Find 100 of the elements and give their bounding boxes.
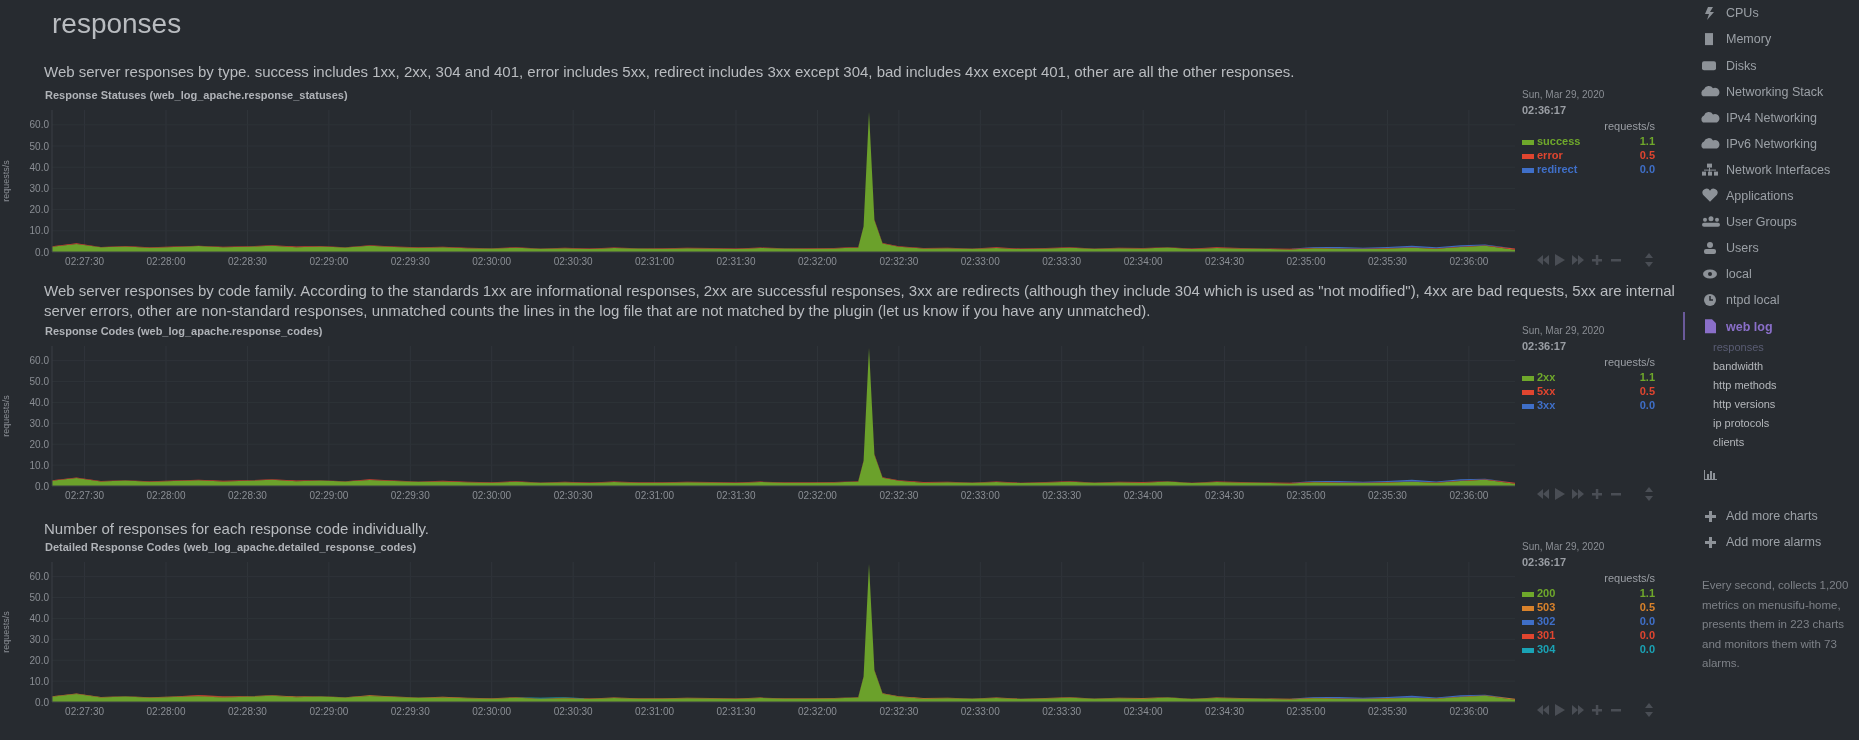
y-tick-label: 60.0 xyxy=(29,571,50,583)
text: IPv6 Networking xyxy=(1726,136,1818,151)
legend-label: 503 xyxy=(1537,601,1556,613)
text: Add more charts xyxy=(1726,509,1818,524)
x-tick-label: 02:35:00 xyxy=(1286,706,1326,717)
text: Users xyxy=(1726,241,1759,256)
x-tick-label: 02:28:00 xyxy=(146,490,186,501)
x-tick-label: 02:34:00 xyxy=(1123,256,1164,267)
text: 0.0 xyxy=(1639,643,1655,655)
chart-title: Detailed Response Codes (web_log_apache.detailed_response_codes) xyxy=(45,541,417,553)
legend-label: 301 xyxy=(1537,629,1556,641)
y-tick-label: 20.0 xyxy=(29,204,50,216)
text: web log xyxy=(1725,319,1773,334)
text: 02:36:17 xyxy=(1522,556,1567,568)
legend-title: requests/s xyxy=(1604,120,1656,132)
chart-subtitle: Web server responses by type. success includes 1xx, 2xx, 304 and 401, error includes 5xx, redirect includes 3xx except 304, bad includes 4xx except 401, other are all the other responses. xyxy=(44,62,1296,82)
legend-label: 302 xyxy=(1537,615,1556,627)
y-tick-label: 30.0 xyxy=(29,182,50,194)
text: responses xyxy=(1713,340,1765,353)
x-tick-label: 02:28:30 xyxy=(227,490,268,501)
x-tick-label: 02:32:00 xyxy=(797,706,838,717)
x-tick-label: 02:31:00 xyxy=(635,490,675,501)
x-tick-label: 02:31:00 xyxy=(635,706,675,717)
text: 02:36:17 xyxy=(1522,340,1567,352)
x-tick-label: 02:29:30 xyxy=(390,256,431,267)
x-tick-label: 02:29:00 xyxy=(309,490,349,501)
x-tick-label: 02:29:30 xyxy=(390,490,431,501)
y-tick-label: 50.0 xyxy=(29,592,50,604)
chart-subtitle: Web server responses by code family. According to the standards 1xx are informational responses, 2xx are successful responses, 3xx are redirects (although they include 304 which is used as "not modified"), 4xx are bad requests, 5xx are internal server errors, other are non-standard responses, unmatched counts the lines in the log file that are not matched by the plugin (let us know if you have any unmatched). xyxy=(44,281,1676,321)
x-tick-label: 02:33:00 xyxy=(960,706,1001,717)
x-tick-label: 02:35:30 xyxy=(1367,706,1408,717)
y-tick-label: 40.0 xyxy=(29,396,50,408)
legend-title: requests/s xyxy=(1604,572,1656,584)
chart-title: Response Codes (web_log_apache.response_codes) xyxy=(45,325,323,337)
text: IPv4 Networking xyxy=(1726,110,1818,125)
x-tick-label: 02:34:00 xyxy=(1123,706,1164,717)
text: 02:36:17 xyxy=(1522,104,1567,116)
text: CPUs xyxy=(1726,6,1759,21)
x-tick-label: 02:35:00 xyxy=(1286,256,1326,267)
text: User Groups xyxy=(1726,215,1797,230)
x-tick-label: 02:31:30 xyxy=(716,490,756,501)
x-tick-label: 02:28:00 xyxy=(146,706,186,717)
x-tick-label: 02:33:00 xyxy=(960,490,1001,501)
text: Add more alarms xyxy=(1726,535,1822,550)
x-tick-label: 02:28:30 xyxy=(227,706,268,717)
x-tick-label: 02:32:30 xyxy=(879,706,919,717)
x-tick-label: 02:31:00 xyxy=(635,256,675,267)
x-tick-label: 02:27:30 xyxy=(65,256,105,267)
text: 0.5 xyxy=(1639,601,1655,613)
x-tick-label: 02:29:00 xyxy=(309,706,349,717)
x-tick-label: 02:27:30 xyxy=(65,490,105,501)
y-axis-title: requests/s xyxy=(1,159,11,202)
y-tick-label: 10.0 xyxy=(29,459,50,471)
x-tick-label: 02:36:00 xyxy=(1449,490,1489,501)
x-tick-label: 02:27:30 xyxy=(65,706,105,717)
text: local xyxy=(1726,267,1752,282)
x-tick-label: 02:32:30 xyxy=(879,490,919,501)
text: ip protocols xyxy=(1713,416,1770,429)
x-tick-label: 02:33:00 xyxy=(960,256,1001,267)
text: responses xyxy=(52,8,182,39)
text: ntpd local xyxy=(1726,293,1780,308)
legend-label: success xyxy=(1537,135,1581,147)
x-tick-label: 02:29:30 xyxy=(390,706,431,717)
y-tick-label: 30.0 xyxy=(29,417,50,429)
y-tick-label: 60.0 xyxy=(29,119,50,131)
y-axis-title: requests/s xyxy=(1,610,11,653)
legend-label: 5xx xyxy=(1537,385,1557,397)
text: 1.1 xyxy=(1639,587,1655,599)
x-tick-label: 02:34:30 xyxy=(1205,256,1245,267)
legend-label: redirect xyxy=(1537,163,1578,175)
x-tick-label: 02:32:30 xyxy=(879,256,919,267)
x-tick-label: 02:31:30 xyxy=(716,256,756,267)
text: http methods xyxy=(1713,378,1778,391)
text: bandwidth xyxy=(1713,359,1764,372)
y-tick-label: 20.0 xyxy=(29,438,50,450)
text: Applications xyxy=(1726,189,1794,204)
x-tick-label: 02:35:00 xyxy=(1286,490,1326,501)
x-tick-label: 02:33:30 xyxy=(1042,256,1082,267)
y-tick-label: 10.0 xyxy=(29,675,50,687)
y-tick-label: 40.0 xyxy=(29,161,50,173)
text: 0.5 xyxy=(1639,149,1655,161)
x-tick-label: 02:30:30 xyxy=(553,256,594,267)
x-tick-label: 02:29:00 xyxy=(309,256,349,267)
legend-label: 200 xyxy=(1537,587,1556,599)
text: Disks xyxy=(1726,58,1757,73)
y-tick-label: 40.0 xyxy=(29,612,50,624)
text: Sun, Mar 29, 2020 xyxy=(1522,89,1605,100)
x-tick-label: 02:32:00 xyxy=(797,256,838,267)
x-tick-label: 02:34:30 xyxy=(1205,706,1245,717)
text: clients xyxy=(1713,435,1745,448)
chart-title: Response Statuses (web_log_apache.response_statuses) xyxy=(45,89,348,101)
x-tick-label: 02:36:00 xyxy=(1449,256,1489,267)
y-tick-label: 30.0 xyxy=(29,633,50,645)
text: Sun, Mar 29, 2020 xyxy=(1522,325,1605,336)
x-tick-label: 02:28:30 xyxy=(227,256,268,267)
x-tick-label: 02:33:30 xyxy=(1042,490,1082,501)
legend-label: error xyxy=(1537,149,1564,161)
text: 1.1 xyxy=(1639,371,1655,383)
x-tick-label: 02:30:00 xyxy=(472,706,512,717)
y-axis-title: requests/s xyxy=(1,394,11,437)
